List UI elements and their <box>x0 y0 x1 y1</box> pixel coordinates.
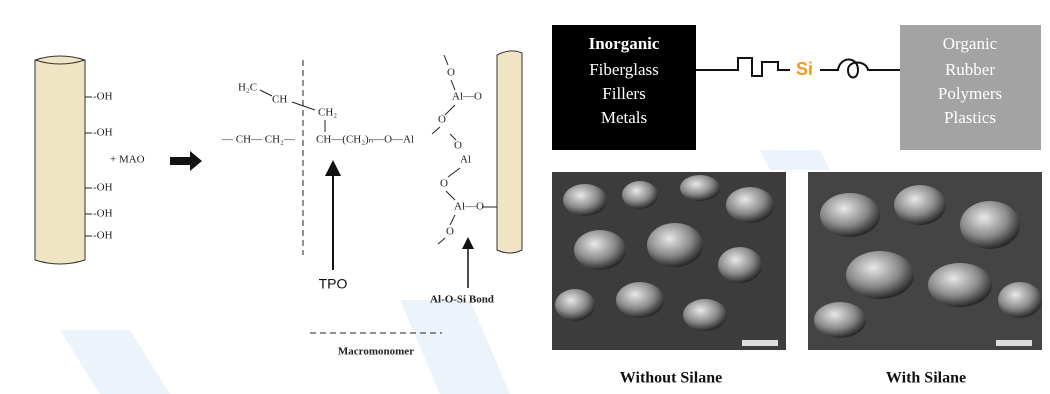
reaction-arrow <box>170 151 202 171</box>
fragment: H₂C <box>238 82 257 94</box>
inorganic-title: Inorganic <box>589 34 660 53</box>
oh-label: -OH <box>93 127 113 139</box>
organic-title: Organic <box>943 34 998 53</box>
organic-box <box>900 25 1041 150</box>
fragment: Al <box>460 154 471 166</box>
reagent: + MAO <box>110 154 145 166</box>
watermark <box>60 150 830 394</box>
fragment: Al—O <box>454 201 484 213</box>
oh-label: -OH <box>93 208 113 220</box>
structure: H₂C CH CH₂ — CH— CH₂— CH—(CH₂)ₙ—O—Al O A… <box>221 54 497 255</box>
fragment: Al—O <box>452 91 482 103</box>
fragment: O <box>454 140 462 152</box>
bond-label: Al-O-Si Bond <box>430 294 494 306</box>
inorganic-item: Metals <box>601 108 647 127</box>
organic-item: Polymers <box>938 84 1002 103</box>
inorganic-link <box>696 57 790 77</box>
caption: Without Silane <box>620 370 722 387</box>
organic-item: Rubber <box>945 60 995 79</box>
oh-label: -OH <box>93 182 113 194</box>
hydroxyl-groups: -OH -OH -OH -OH -OH <box>85 91 113 242</box>
micrograph <box>552 172 786 350</box>
micrograph <box>808 172 1042 350</box>
inorganic-box <box>552 25 696 150</box>
fragment: O <box>446 226 454 238</box>
silicon: Si <box>796 59 813 79</box>
organic-link <box>820 58 900 79</box>
caption: With Silane <box>886 370 966 387</box>
inorganic-item: Fiberglass <box>589 60 659 79</box>
support-surface <box>496 50 523 254</box>
fragment: O <box>438 114 446 126</box>
fragment: O <box>447 67 455 79</box>
oh-label: -OH <box>93 91 113 103</box>
fragment: CH₂ <box>318 107 337 119</box>
support-surface <box>34 55 86 265</box>
fragment: CH—(CH₂)ₙ—O—Al <box>316 134 414 146</box>
inorganic-item: Fillers <box>602 84 645 103</box>
organic-item: Plastics <box>944 108 996 127</box>
fragment: — CH— CH₂— <box>221 134 296 146</box>
macromonomer-label: Macromonomer <box>338 346 414 358</box>
oh-label: -OH <box>93 230 113 242</box>
fragment: CH <box>272 94 287 106</box>
fragment: O <box>440 178 448 190</box>
tpo-label: TPO <box>319 276 348 292</box>
